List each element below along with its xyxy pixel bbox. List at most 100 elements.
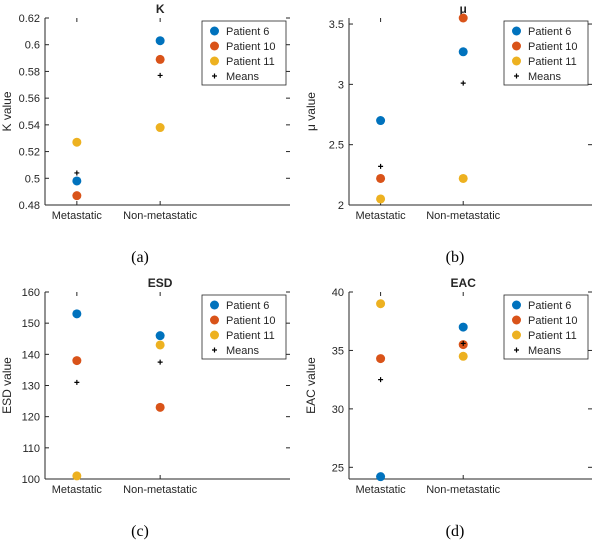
data-point-patient-6 [458, 47, 468, 57]
panel-4: 25 30 35 40 Metastatic Non-metastatic EAC EAC v… [304, 276, 592, 540]
legend-label: Patient 6 [226, 300, 269, 312]
y-tick-label: 0.58 [19, 66, 40, 78]
legend: Patient 6 Patient 10 Patient 11 Means [503, 20, 589, 86]
legend-marker [210, 330, 219, 340]
data-point-patient-11 [72, 471, 82, 481]
panel-2: 2 2.5 3 3.5 Metastatic Non-metastatic μ μ value… [304, 2, 592, 266]
mean-marker [460, 80, 466, 86]
legend-label: Patient 10 [226, 315, 276, 327]
data-point-patient-6 [458, 322, 468, 332]
legend-marker-means [212, 347, 217, 353]
legend-label: Patient 6 [528, 300, 571, 312]
y-tick-label: 25 [332, 462, 344, 474]
y-tick-label: 2.5 [329, 140, 344, 152]
panel-3: 100 110 120 130 140 150 160 Metastatic Non-metas… [0, 276, 290, 540]
legend-marker-means [514, 73, 519, 79]
data-point-patient-11 [155, 340, 165, 350]
y-tick-label: 2 [338, 200, 344, 212]
legend-label: Patient 6 [226, 26, 269, 38]
legend-marker [210, 26, 219, 36]
x-tick-label: Non-metastatic [123, 210, 197, 222]
data-point-patient-10 [155, 54, 165, 64]
legend-label: Patient 6 [528, 26, 571, 38]
legend-marker [512, 56, 521, 66]
legend-label: Means [528, 345, 562, 357]
y-tick-label: 0.56 [19, 93, 40, 105]
mean-marker [74, 379, 80, 385]
y-tick-label: 40 [332, 287, 344, 299]
chart-title: ESD [148, 276, 173, 290]
mean-marker [378, 377, 384, 383]
y-tick-label: 0.5 [25, 173, 40, 185]
y-axis-label: EAC value [304, 357, 318, 414]
y-tick-label: 3.5 [329, 19, 344, 31]
legend-label: Means [226, 71, 260, 83]
data-point-patient-11 [458, 351, 468, 361]
legend-label: Patient 11 [528, 330, 577, 342]
y-tick-label: 130 [22, 381, 40, 393]
x-tick-label: Metastatic [52, 210, 103, 222]
legend-label: Means [226, 345, 260, 357]
y-tick-label: 160 [22, 287, 40, 299]
x-tick-label: Non-metastatic [426, 484, 500, 496]
x-tick-label: Metastatic [356, 210, 407, 222]
data-point-patient-11 [155, 123, 165, 133]
mean-marker [157, 72, 163, 78]
y-tick-label: 110 [22, 443, 40, 455]
data-point-patient-6 [376, 116, 386, 126]
y-axis-label: μ value [304, 92, 318, 131]
legend: Patient 6 Patient 10 Patient 11 Means [201, 294, 287, 360]
data-point-patient-6 [376, 472, 386, 482]
data-point-patient-10 [458, 13, 468, 23]
legend-label: Patient 10 [528, 41, 578, 53]
data-point-patient-11 [72, 137, 82, 147]
panel-1: 0.48 0.5 0.52 0.54 0.56 0.58 0.6 0.62 Metastatic… [0, 2, 290, 266]
legend-label: Patient 10 [528, 315, 578, 327]
mean-marker [460, 340, 466, 346]
y-tick-label: 0.6 [25, 40, 40, 52]
mean-marker [74, 170, 80, 176]
legend-label: Patient 11 [528, 56, 577, 68]
data-point-patient-6 [72, 176, 82, 186]
y-tick-label: 3 [338, 79, 344, 91]
data-point-patient-6 [155, 36, 165, 46]
y-tick-label: 140 [22, 349, 40, 361]
panel-caption: (a) [131, 249, 149, 266]
mean-marker [378, 163, 384, 169]
y-tick-label: 30 [332, 404, 344, 416]
legend-box [201, 20, 287, 86]
legend-marker-means [212, 73, 217, 79]
y-tick-label: 150 [22, 318, 40, 330]
y-tick-label: 100 [22, 474, 40, 486]
y-axis-label: ESD value [0, 357, 14, 414]
x-tick-label: Non-metastatic [426, 210, 500, 222]
legend-marker-means [514, 347, 519, 353]
legend-marker [512, 300, 521, 310]
data-point-patient-11 [376, 194, 386, 204]
legend-marker [210, 56, 219, 66]
legend-marker [210, 300, 219, 310]
data-point-patient-10 [72, 191, 82, 201]
legend-label: Patient 11 [226, 56, 275, 68]
legend-marker [210, 41, 219, 51]
panel-caption: (b) [446, 249, 465, 266]
chart-title: K [156, 2, 165, 16]
legend-label: Patient 11 [226, 330, 275, 342]
mean-marker [157, 359, 163, 365]
panel-caption: (c) [131, 523, 149, 540]
data-point-patient-10 [376, 354, 386, 364]
x-tick-label: Non-metastatic [123, 484, 197, 496]
legend: Patient 6 Patient 10 Patient 11 Means [503, 294, 589, 360]
chart-title: EAC [451, 276, 477, 290]
x-tick-label: Metastatic [356, 484, 407, 496]
legend-marker [512, 330, 521, 340]
y-tick-label: 0.48 [19, 200, 40, 212]
data-point-patient-10 [376, 173, 386, 183]
y-tick-label: 0.62 [19, 13, 40, 25]
y-tick-label: 0.52 [19, 147, 40, 159]
y-tick-label: 120 [22, 412, 40, 424]
y-tick-label: 35 [332, 345, 344, 357]
data-point-patient-6 [155, 331, 165, 341]
legend-marker [512, 26, 521, 36]
